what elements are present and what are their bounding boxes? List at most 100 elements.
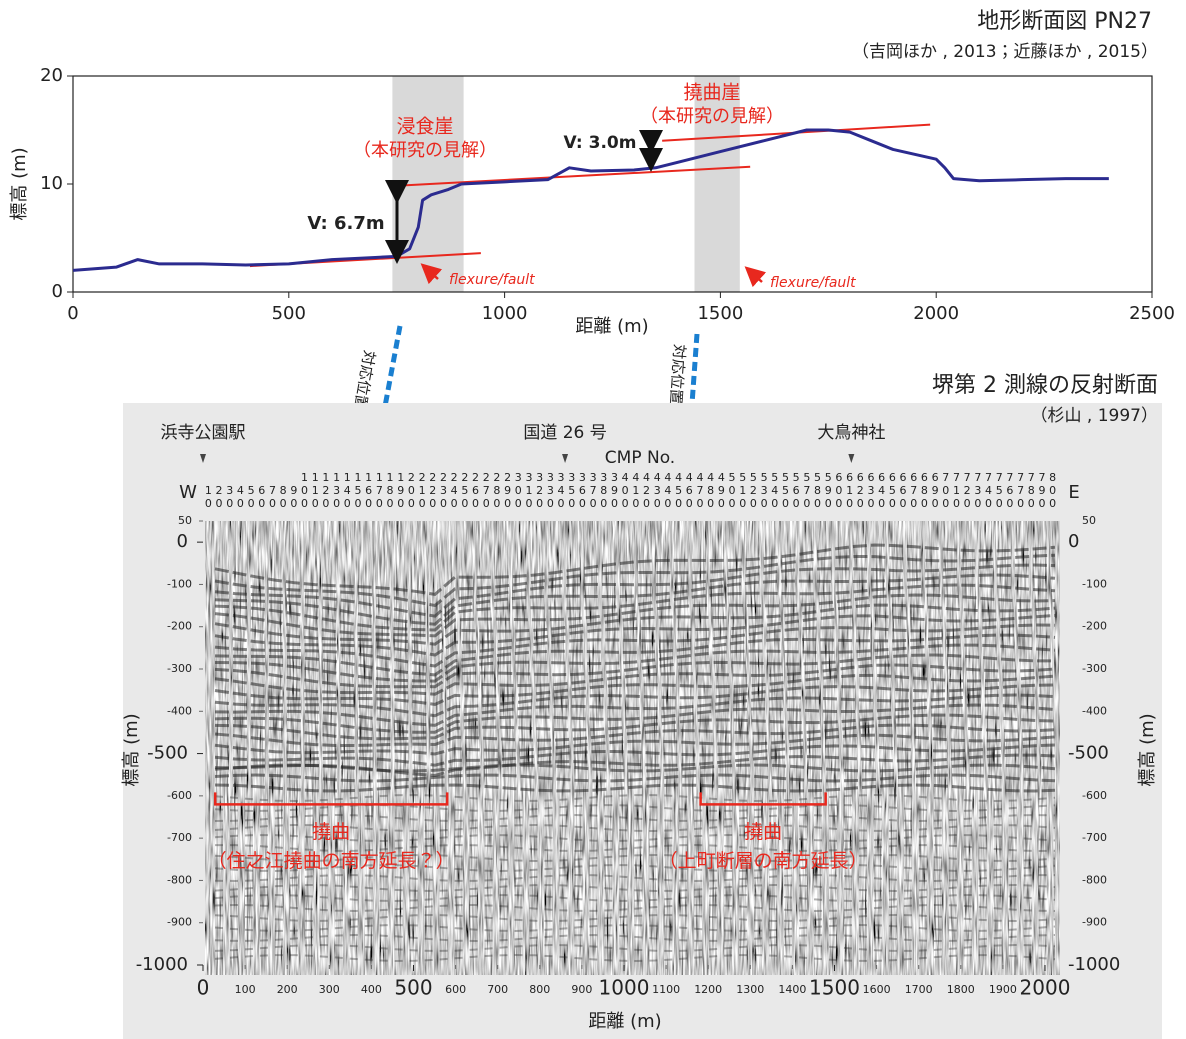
subtitle: （杉山 , 1997）	[1031, 406, 1158, 426]
y-tick-label: -500	[1068, 743, 1109, 764]
profile-chart: 0500100015002000250001020	[40, 65, 1175, 324]
cmp-number: 80	[280, 484, 287, 510]
x-minor-tick-label: 1800	[947, 983, 975, 996]
connector-label: 対応位置	[350, 349, 378, 411]
cmp-number: 460	[686, 471, 693, 510]
y-minor-tick-label: -100	[167, 577, 192, 590]
y-minor-tick-label: -400	[1082, 704, 1107, 717]
x-minor-tick-label: 200	[277, 983, 298, 996]
x-axis-label: 距離 (m)	[588, 1011, 661, 1032]
cmp-number: 660	[900, 471, 907, 510]
cmp-number: 100	[301, 471, 308, 510]
title: 堺第 2 測線の反射断面	[932, 373, 1158, 398]
x-tick-label: 500	[394, 976, 432, 1000]
x-minor-tick-label: 1600	[863, 983, 891, 996]
x-minor-tick-label: 1400	[778, 983, 806, 996]
connector-label: 対応位置	[666, 343, 688, 404]
x-axis-label: 距離 (m)	[575, 316, 648, 337]
cmp-number: 340	[558, 471, 565, 510]
cmp-number: 430	[654, 471, 661, 510]
y-minor-tick-label: -700	[167, 831, 192, 844]
y-minor-tick-label: -900	[167, 916, 192, 929]
y-minor-tick-label: 50	[178, 514, 192, 527]
x-minor-tick-label: 1100	[652, 983, 680, 996]
cmp-number: 750	[996, 471, 1003, 510]
cmp-number: 600	[835, 471, 842, 510]
x-tick-label: 1500	[697, 303, 743, 324]
x-tick-label: 2500	[1129, 303, 1175, 324]
x-minor-tick-label: 1200	[694, 983, 722, 996]
x-tick-label: 2000	[1020, 976, 1071, 1000]
cmp-number: 450	[675, 471, 682, 510]
cmp-number: 650	[889, 471, 896, 510]
cmp-number: 240	[451, 471, 458, 510]
y-tick-label: -1000	[1068, 954, 1120, 975]
x-tick-label: 0	[197, 976, 210, 1000]
cmp-number: 560	[793, 471, 800, 510]
subtitle: （吉岡ほか , 2013；近藤ほか , 2015）	[852, 42, 1158, 62]
annotation: （本研究の見解）	[353, 140, 497, 161]
cmp-number: 200	[408, 471, 415, 510]
y-minor-tick-label: -100	[1082, 577, 1107, 590]
x-minor-tick-label: 900	[571, 983, 592, 996]
x-minor-tick-label: 1700	[905, 983, 933, 996]
x-tick-label: 1500	[809, 976, 860, 1000]
cmp-number: 170	[376, 471, 383, 510]
cmp-number: 390	[611, 471, 618, 510]
cmp-number: 180	[387, 471, 394, 510]
cmp-number: 360	[579, 471, 586, 510]
cmp-number: 740	[985, 471, 992, 510]
cmp-number: 220	[429, 471, 436, 510]
cmp-number: 480	[707, 471, 714, 510]
pointer	[752, 273, 762, 282]
cmp-number: 190	[397, 471, 404, 510]
cmp-number: 260	[472, 471, 479, 510]
annotation: （本研究の見解）	[640, 106, 784, 127]
y-minor-tick-label: 50	[1082, 514, 1096, 527]
y-axis-label: 標高 (m)	[1137, 713, 1158, 786]
direction-label: W	[179, 482, 197, 503]
y-axis-label: 標高 (m)	[121, 713, 142, 786]
y-axis-label: 標高 (m)	[9, 147, 30, 220]
y-tick-label: -1000	[136, 954, 188, 975]
y-minor-tick-label: -700	[1082, 831, 1107, 844]
cmp-number: 350	[568, 471, 575, 510]
cmp-number: 290	[504, 471, 511, 510]
y-minor-tick-label: -800	[1082, 873, 1107, 886]
cmp-number: 550	[782, 471, 789, 510]
y-minor-tick-label: -300	[167, 662, 192, 675]
cmp-number: 140	[344, 471, 351, 510]
cmp-number: 380	[600, 471, 607, 510]
landmark-label: 国道 26 号	[523, 423, 606, 443]
annotation: flexure/fault	[770, 275, 856, 291]
x-tick-label: 1000	[599, 976, 650, 1000]
cmp-number: 230	[440, 471, 447, 510]
cmp-number: 670	[910, 471, 917, 510]
x-minor-tick-label: 100	[235, 983, 256, 996]
cmp-number: 330	[547, 471, 554, 510]
cmp-number: 540	[771, 471, 778, 510]
cmp-number: 20	[216, 484, 223, 510]
y-minor-tick-label: -300	[1082, 662, 1107, 675]
